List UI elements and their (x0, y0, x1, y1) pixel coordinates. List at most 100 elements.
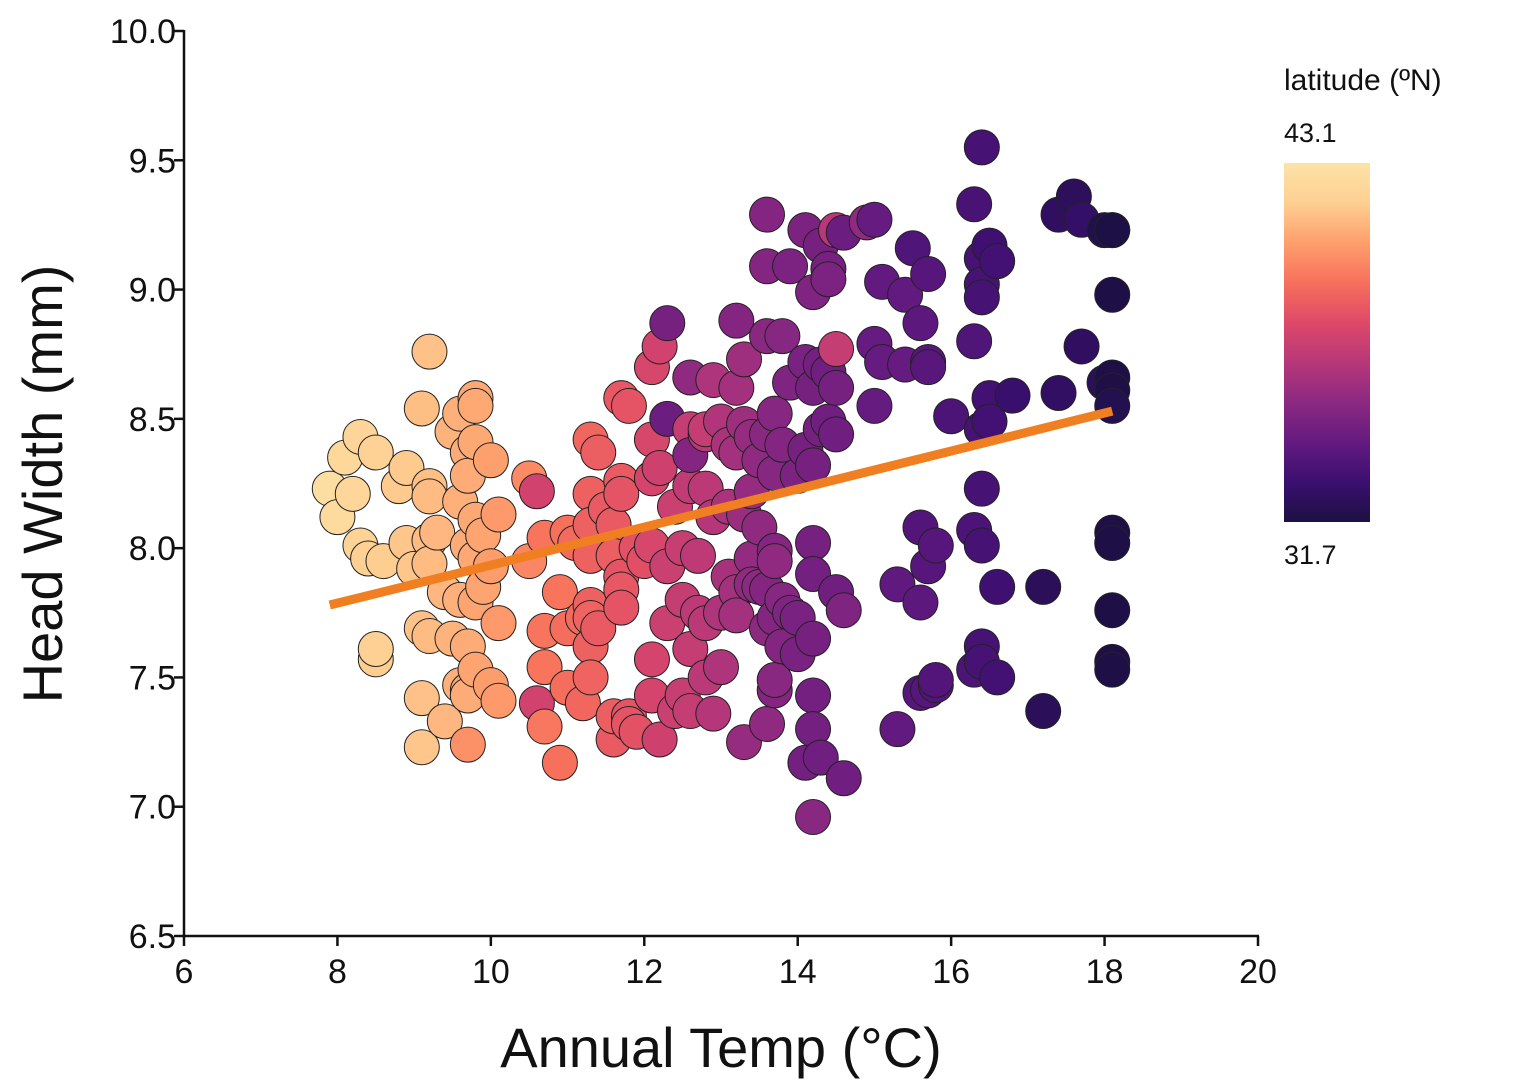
data-point (403, 680, 440, 717)
data-point (526, 708, 563, 745)
data-point (917, 662, 954, 699)
y-tick-label: 9.0 (129, 272, 176, 310)
data-point (795, 799, 832, 836)
data-point (749, 196, 786, 233)
data-point (1094, 592, 1131, 629)
data-point (818, 416, 855, 453)
data-point (818, 331, 855, 368)
y-tick-label: 7.5 (129, 659, 176, 697)
data-point (703, 649, 739, 686)
data-point (403, 729, 440, 766)
data-point (902, 584, 939, 621)
data-point (963, 470, 1000, 507)
data-point (1094, 524, 1131, 561)
data-point (695, 695, 732, 732)
data-point (403, 390, 440, 427)
data-point (426, 703, 463, 740)
data-point (917, 527, 954, 564)
data-point (818, 369, 855, 406)
data-point (749, 705, 786, 742)
data-point (1094, 276, 1131, 313)
data-point (902, 305, 939, 342)
data-point (994, 377, 1031, 414)
data-point (802, 739, 839, 776)
data-point (1025, 568, 1062, 605)
x-tick-label: 12 (625, 953, 663, 991)
x-tick-label: 18 (1086, 953, 1124, 991)
legend-title: latitude (ºN) (1284, 64, 1442, 97)
y-tick-label: 7.0 (129, 789, 176, 827)
axes: 6.5 7.0 7.5 8.0 8.5 9.0 9.5 10.0 6 8 10 12 14 16 18 20 (110, 13, 1277, 991)
data-point (541, 574, 578, 611)
data-point (541, 744, 578, 781)
data-point (956, 323, 993, 360)
data-point (419, 514, 456, 551)
data-point (633, 641, 670, 678)
data-point (649, 305, 686, 342)
data-point (526, 649, 563, 686)
data-point (979, 659, 1016, 696)
data-point (979, 568, 1016, 605)
data-point (963, 129, 1000, 166)
data-point (856, 201, 893, 238)
x-tick-label: 10 (472, 953, 510, 991)
data-point (480, 605, 517, 642)
trend-line (328, 406, 1114, 610)
data-point (910, 349, 947, 386)
x-ticks: 6 8 10 12 14 16 18 20 (175, 936, 1277, 991)
y-tick-label: 6.5 (129, 918, 176, 956)
data-point (480, 682, 517, 719)
data-point (1025, 693, 1062, 730)
data-point (810, 261, 847, 298)
data-point (580, 610, 617, 647)
data-point (1040, 375, 1077, 411)
x-tick-label: 16 (932, 953, 970, 991)
x-tick-label: 6 (175, 953, 194, 991)
data-point (825, 760, 862, 797)
data-point (641, 449, 678, 486)
data-point (856, 387, 893, 424)
y-ticks: 6.5 7.0 7.5 8.0 8.5 9.0 9.5 10.0 (110, 13, 184, 956)
data-point (580, 434, 617, 471)
y-tick-label: 9.5 (129, 142, 176, 180)
data-point (641, 721, 678, 758)
data-point (879, 711, 916, 748)
data-point (480, 496, 517, 533)
data-point (518, 473, 555, 510)
data-point (772, 248, 809, 285)
colorbar-legend: latitude (ºN) 43.1 31.7 (1284, 64, 1442, 570)
y-axis-title: Head Width (mm) (11, 265, 74, 704)
data-point (457, 387, 494, 424)
data-point (979, 243, 1016, 280)
data-point (1063, 328, 1100, 365)
legend-min-label: 31.7 (1284, 540, 1337, 570)
data-point (795, 677, 832, 714)
data-point (795, 524, 832, 561)
y-tick-label: 8.5 (129, 401, 176, 439)
colorbar (1284, 163, 1370, 522)
legend-max-label: 43.1 (1284, 118, 1337, 148)
data-point (910, 256, 947, 293)
x-tick-label: 8 (328, 953, 347, 991)
data-point (411, 333, 448, 370)
data-point (825, 592, 862, 629)
data-point (764, 318, 801, 355)
data-point (572, 659, 609, 696)
data-point (1094, 651, 1131, 688)
data-point (610, 387, 647, 424)
data-point (795, 620, 832, 657)
data-point (726, 341, 763, 378)
data-point (411, 478, 448, 515)
x-tick-label: 20 (1239, 953, 1277, 991)
data-point (756, 395, 793, 432)
data-point (718, 302, 755, 339)
data-point (956, 186, 993, 223)
data-point (963, 279, 1000, 316)
data-point (679, 537, 716, 574)
x-axis-title: Annual Temp (°C) (500, 1016, 942, 1079)
data-point (357, 434, 394, 471)
data-point (963, 527, 1000, 564)
data-point (887, 276, 924, 313)
data-point (357, 630, 394, 667)
